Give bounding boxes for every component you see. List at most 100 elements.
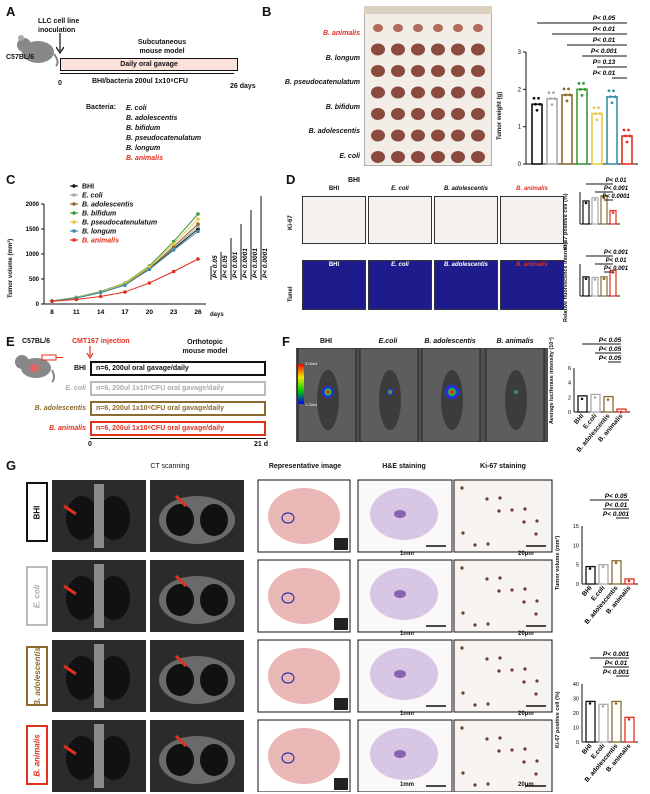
ki67-nucleus: [473, 703, 477, 707]
tumor-sample: [411, 86, 425, 99]
p-value-label: P< 0.01: [606, 178, 628, 184]
data-point: [196, 224, 200, 229]
data-point: [564, 93, 567, 97]
f-col-badolescentis: B. adolescentis: [424, 338, 476, 345]
tumor-sample: [371, 65, 385, 77]
he-lesion: [394, 750, 406, 758]
tumor-weight-ylabel: Tumor weight (g): [497, 91, 503, 140]
lung-right: [98, 656, 130, 700]
tumor-sample: [391, 151, 405, 163]
lung-right: [200, 584, 228, 616]
bar: [546, 97, 558, 165]
ki67-nucleus: [498, 736, 502, 740]
ki67-nucleus: [522, 520, 526, 524]
p-value-label: P< 0.05: [222, 255, 229, 278]
tumor-sample: [451, 43, 465, 56]
tumor-sample: [371, 108, 385, 120]
y-tick-label: 0: [36, 302, 40, 308]
bar: [561, 94, 573, 165]
y-tick-label: 2000: [26, 202, 40, 208]
data-point: [614, 702, 618, 705]
row-label: B. animalis: [323, 30, 360, 37]
bacteria-item: B. animalis: [126, 155, 163, 162]
lung-right: [200, 504, 228, 536]
ki67-nucleus: [486, 782, 490, 786]
tumor-photo: [364, 6, 492, 166]
tumor-sample: [371, 129, 385, 142]
p-value-label: P< 0.01: [605, 660, 628, 667]
ki67-image: [453, 719, 553, 792]
data-point: [553, 97, 557, 101]
tumor-sample: [471, 129, 485, 142]
bar: [591, 276, 599, 297]
p-value-label: P< 0.001: [603, 511, 630, 518]
lung-left: [166, 504, 194, 536]
p-value-label: P< 0.001: [232, 251, 239, 278]
tumor-sample: [411, 43, 425, 56]
legend-label: B. animalis: [82, 238, 119, 245]
data-point: [171, 244, 176, 249]
scale-ruler: [334, 778, 348, 790]
series-line: [51, 223, 199, 302]
y-tick-label: 3: [518, 50, 522, 56]
bar: [600, 276, 608, 297]
lung-right: [98, 736, 130, 780]
ki-scale-bhi: 20μm: [518, 551, 534, 557]
ki67-tile-banimalis: [500, 196, 564, 244]
x-tick-label: 20: [146, 309, 154, 316]
data-point: [549, 97, 552, 101]
f-col-bhi: BHI: [319, 338, 333, 345]
ki67-nucleus: [510, 668, 514, 672]
tumor-sample: [411, 129, 425, 142]
lung-left: [66, 656, 98, 700]
data-point: [593, 198, 597, 202]
data-point: [612, 89, 615, 93]
data-point: [123, 283, 127, 287]
mouse-strain-e: C57BL/6: [22, 338, 51, 345]
data-point: [565, 99, 569, 103]
legend-label: E. coli: [82, 193, 104, 200]
row-label: B. bifidum: [325, 103, 360, 111]
ki67-nucleus: [535, 599, 539, 603]
p-value-label: P< 0.05: [599, 355, 622, 362]
tunel-label-badolescentis: B. adolescentis: [443, 262, 488, 268]
data-point: [624, 134, 627, 138]
data-point: [577, 81, 581, 85]
data-point: [580, 397, 584, 401]
tumor-sample: [411, 65, 425, 77]
legend-marker: [72, 202, 76, 206]
ki67-nucleus: [498, 656, 502, 660]
data-point: [588, 567, 592, 570]
tumor-sample: [431, 65, 445, 77]
data-point: [567, 87, 570, 91]
tumor-sample: [431, 108, 445, 120]
timeline-start: 0: [58, 80, 62, 87]
data-point: [579, 87, 582, 91]
he-lesion: [394, 510, 406, 518]
mouse-icon: [17, 35, 59, 67]
data-point: [196, 212, 200, 216]
data-point: [123, 290, 127, 294]
y-tick-label: 0: [576, 740, 579, 746]
bar: [624, 716, 635, 743]
spine: [94, 564, 104, 628]
ki-scale-ecoli: 20μm: [518, 631, 534, 637]
d-col-banimalis: B. animalis: [516, 186, 548, 192]
bar: [577, 395, 588, 413]
tumor-outline: [281, 672, 295, 684]
ki67-nucleus: [460, 646, 464, 650]
ki67-nucleus: [461, 691, 465, 695]
data-point: [611, 211, 615, 214]
bacteria-item: B. bifidum: [126, 125, 161, 132]
bar: [582, 200, 590, 225]
ki67-nucleus: [486, 702, 490, 706]
g-header-rep: Representative image: [268, 463, 342, 470]
x-tick-label: 17: [121, 309, 129, 316]
tunel-label-ecoli: E. coli: [391, 262, 409, 268]
ki67-tile-bhi: [302, 196, 366, 244]
y-tick-label: 10: [573, 543, 579, 549]
lum-signal: [326, 390, 330, 394]
panel-letter-f: F: [282, 334, 290, 349]
tumor-sample: [451, 86, 465, 99]
lung-left: [66, 576, 98, 620]
